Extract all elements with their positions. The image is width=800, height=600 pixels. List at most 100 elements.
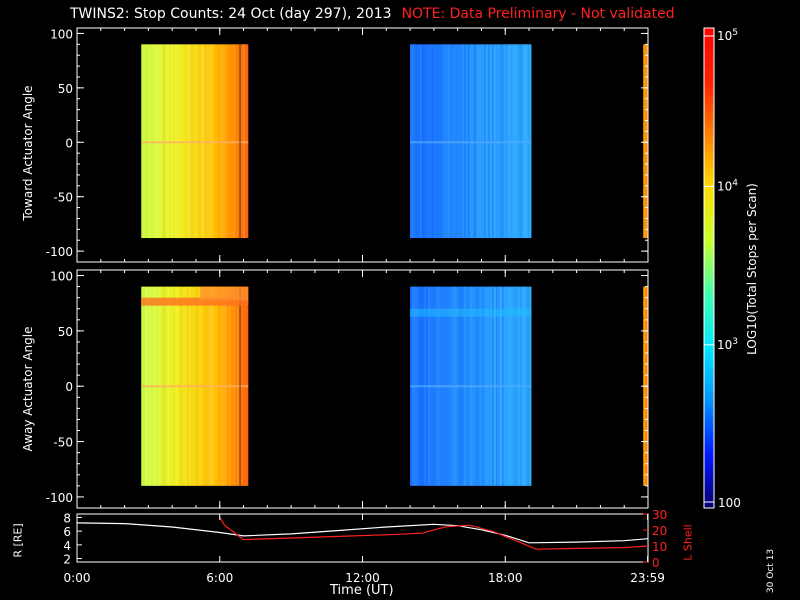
heatmap-stripe (430, 44, 432, 239)
heatmap-stripe (528, 44, 530, 239)
heatmap-stripe (177, 44, 179, 239)
y-tick-label: 50 (58, 82, 73, 96)
heatmap-stripe (518, 44, 520, 239)
y-tick-label: 0 (65, 136, 73, 150)
heatmap-stripe (486, 44, 488, 239)
heatmap-stripe (514, 44, 516, 239)
heatmap-block (410, 44, 532, 239)
radius-line (76, 522, 649, 544)
heatmap-stripe (203, 44, 205, 239)
y-tick-label: -100 (46, 491, 73, 505)
colorbar-tick-label: 105 (717, 28, 738, 43)
y-tick-label: -100 (46, 245, 73, 259)
heatmap-stripe (440, 44, 442, 239)
heatmap-stripe (241, 44, 243, 238)
heatmap-stripe (231, 44, 233, 238)
y-tick-label: 2 (63, 553, 71, 567)
x-tick-label: 23:59 (630, 571, 665, 585)
heatmap-stripe (195, 44, 197, 239)
heatmap-stripe (193, 44, 195, 238)
zero-angle-band (410, 141, 532, 144)
heatmap-stripe (498, 44, 500, 239)
y2-tick-label: 10 (652, 540, 667, 554)
heatmap-stripe (522, 44, 524, 239)
heatmap-panel-away (76, 269, 649, 509)
y-tick-label: 6 (63, 525, 71, 539)
heatmap-stripe (187, 44, 189, 239)
heatmap-stripe (480, 44, 482, 239)
heatmap-stripe (201, 44, 203, 239)
heatmap-stripe (141, 44, 143, 239)
heatmap-stripe (444, 44, 446, 239)
heatmap-stripe (149, 44, 151, 239)
heatmap-stripe (410, 44, 412, 239)
heatmap-stripe (420, 44, 422, 239)
heatmap-stripe (470, 44, 472, 239)
heatmap-stripe (169, 44, 171, 239)
heatmap-panel-toward (76, 27, 649, 263)
heatmap-stripe (418, 44, 420, 238)
heatmap-stripe (215, 44, 217, 239)
heatmap-stripe (199, 44, 201, 239)
panel-frame (76, 513, 649, 563)
y-tick-label: -50 (53, 436, 73, 450)
heatmap-stripe (508, 44, 510, 239)
edge-line (239, 286, 241, 486)
heatmap-stripe (426, 44, 428, 239)
heatmap-stripe (153, 44, 155, 239)
heatmap-stripe (643, 44, 645, 239)
heatmap-stripe (213, 44, 215, 239)
x-tick-label: 18:00 (488, 571, 523, 585)
y-tick-label: 8 (63, 511, 71, 525)
heatmap-stripe (512, 44, 514, 239)
heatmap-stripe (181, 44, 183, 239)
heatmap-stripe (488, 44, 490, 239)
heatmap-stripe (464, 44, 466, 239)
heatmap-stripe (476, 44, 478, 239)
x-tick-label: 6:00 (206, 571, 233, 585)
y2-tick-label: 30 (652, 508, 667, 522)
zero-angle-band (410, 385, 532, 388)
heatmap-stripe (516, 44, 518, 239)
heatmap-stripe (520, 44, 522, 239)
heatmap-stripe (468, 44, 470, 239)
heatmap-stripe (412, 44, 414, 239)
orbit-panel (76, 513, 649, 563)
heatmap-stripe (219, 44, 221, 239)
heatmap-stripe (167, 44, 169, 239)
heatmap-stripe (189, 44, 191, 239)
heatmap-stripe (436, 44, 438, 239)
heatmap-stripe (227, 44, 229, 239)
heatmap-stripe (500, 44, 502, 239)
heatmap-stripe (211, 44, 213, 239)
zero-angle-band (141, 141, 249, 144)
colorbar: 105 104 103 (703, 27, 738, 509)
heatmap-stripe (179, 44, 181, 238)
colorbar-tick-label: 100 (718, 496, 741, 510)
heatmap-stripe (165, 44, 167, 238)
heatmap-stripe (424, 44, 426, 239)
heatmap-stripe (207, 44, 209, 239)
zero-angle-band (141, 385, 249, 388)
heatmap-stripe (237, 44, 239, 239)
heatmap-stripe (454, 44, 456, 238)
heatmap-stripe (458, 44, 460, 238)
heatmap-stripe (438, 44, 440, 239)
heatmap-stripe (434, 44, 436, 238)
heatmap-stripe (161, 44, 163, 238)
upper-band (200, 286, 249, 301)
heatmap-stripe (504, 44, 506, 239)
heatmap-stripe (492, 44, 494, 239)
heatmap-stripe (235, 44, 237, 238)
heatmap-stripe (143, 44, 145, 238)
heatmap-stripe (145, 44, 147, 239)
y2-tick-label: 0 (652, 556, 660, 570)
heatmap-stripe (209, 44, 211, 239)
heatmap-stripe (490, 44, 492, 239)
heatmap-stripe (472, 44, 474, 239)
heatmap-stripe (185, 44, 187, 239)
heatmap-stripe (221, 44, 223, 239)
heatmap-stripe (229, 44, 231, 239)
chart-title: TWINS2: Stop Counts: 24 Oct (day 297), 2… (70, 6, 675, 22)
